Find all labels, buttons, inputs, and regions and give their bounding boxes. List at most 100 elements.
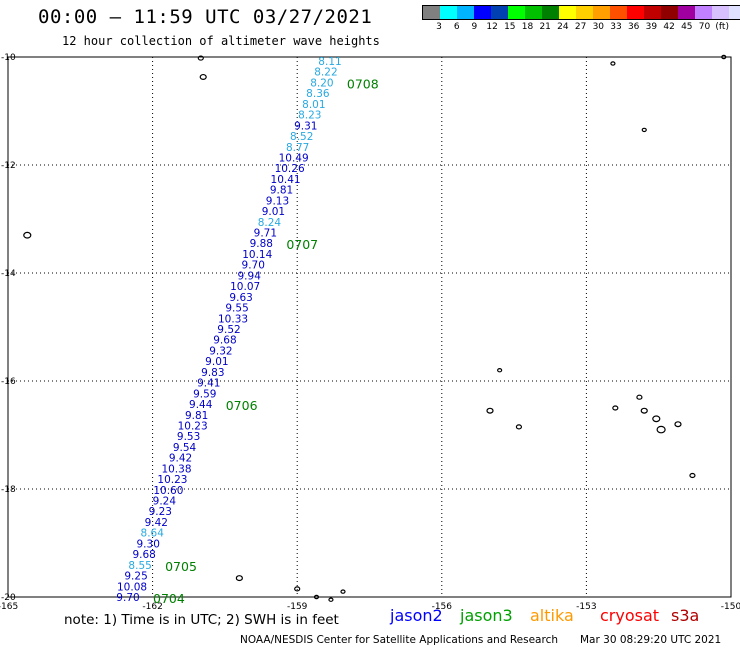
footnote: note: 1) Time is in UTC; 2) SWH is in fe… [64, 612, 339, 628]
track-point-label: 9.81 [185, 410, 208, 422]
legend-color-bar [422, 5, 740, 20]
track-point-label: 8.01 [302, 99, 325, 111]
satellite-s3a: s3a [671, 606, 700, 625]
track-point-label: 9.32 [209, 345, 232, 357]
legend-swatch [525, 6, 542, 19]
island-outline [674, 421, 682, 428]
x-tick-label: -150 [721, 602, 740, 612]
x-tick-label: -162 [142, 602, 162, 612]
track-point-label: 10.60 [153, 485, 183, 497]
track-point-label: 9.52 [217, 324, 240, 336]
island-outline [328, 597, 334, 602]
track-point-label: 10.23 [178, 420, 208, 432]
time-label: 0707 [286, 237, 318, 252]
track-point-label: 9.53 [177, 431, 200, 443]
track-point-label: 8.24 [258, 217, 282, 229]
x-tick-label: -165 [0, 602, 18, 612]
track-point-label: 10.33 [218, 313, 248, 325]
x-tick-label: -153 [576, 602, 596, 612]
island-outline [313, 594, 320, 600]
track-point-label: 9.23 [149, 506, 172, 518]
track-point-label: 9.83 [201, 367, 224, 379]
y-tick-label: -16 [1, 377, 16, 387]
track-point-label: 9.01 [205, 356, 228, 368]
y-tick-label: -20 [1, 593, 16, 603]
legend-tick-label: (ft) [715, 22, 729, 32]
legend-swatch [729, 6, 740, 19]
legend-tick-label: 21 [539, 22, 551, 32]
legend-swatch [491, 6, 508, 19]
legend-tick-label: 12 [486, 22, 498, 32]
legend-tick-label: 9 [471, 22, 478, 32]
time-label: 0706 [226, 398, 258, 413]
x-tick-label: -156 [432, 602, 453, 612]
y-tick-label: -12 [1, 161, 16, 171]
island-outline [656, 425, 666, 434]
island-outline [486, 407, 494, 414]
legend-ticks: 3 6 9 12 15 18 21 24 27 30 33 36 39 42 45 70 (ft) [422, 20, 740, 34]
legend-swatch [559, 6, 576, 19]
legend-tick-label: 36 [627, 22, 640, 32]
track-point-label: 10.07 [230, 281, 260, 293]
track-point-label: 8.20 [310, 77, 333, 89]
island-outline [294, 586, 301, 592]
legend-swatch [644, 6, 661, 19]
track-point-label: 10.41 [271, 174, 301, 186]
legend-tick-label: 24 [557, 22, 569, 32]
satellite-jason2: jason2 [390, 606, 443, 625]
legend-tick-label: 45 [681, 22, 693, 32]
x-tick-label: -159 [287, 602, 308, 612]
track-point-label: 10.49 [279, 152, 309, 164]
satellite-cryosat: cryosat [600, 606, 660, 625]
page-title: 00:00 – 11:59 UTC 03/27/2021 [38, 6, 373, 28]
legend-swatch [576, 6, 593, 19]
legend-swatch [457, 6, 474, 19]
legend-tick-label: 18 [521, 22, 534, 32]
track-point-label: 9.42 [145, 517, 168, 529]
legend-swatch [610, 6, 627, 19]
island-outline [721, 54, 727, 60]
island-outline [235, 575, 243, 582]
island-outline [641, 127, 647, 133]
legend-tick-label: 15 [504, 22, 516, 32]
y-tick-label: -14 [1, 269, 16, 279]
island-outline [340, 589, 346, 594]
y-tick-label: -10 [1, 53, 16, 63]
legend-tick-label: 42 [663, 22, 675, 32]
time-label: 0705 [165, 559, 197, 574]
track-point-label: 9.59 [193, 388, 216, 400]
legend-tick-label: 70 [698, 22, 711, 32]
track-point-label: 10.23 [157, 474, 187, 486]
wave-height-legend: 3 6 9 12 15 18 21 24 27 30 33 36 39 42 45 70 (ft) [422, 5, 740, 34]
track-point-label: 9.63 [229, 292, 252, 304]
island-outline [610, 61, 616, 66]
track-point-label: 9.42 [169, 453, 192, 465]
track-point-label: 9.01 [262, 206, 285, 218]
track-point-label: 9.41 [197, 378, 220, 390]
island-outline [199, 73, 207, 80]
satellite-altika: altika [530, 606, 574, 625]
track-point-label: 9.68 [213, 335, 236, 347]
track-point-label: 9.88 [250, 238, 273, 250]
track-point-label: 9.30 [137, 538, 160, 550]
island-outline [689, 472, 696, 479]
legend-swatch [678, 6, 695, 19]
track-point-label: 9.71 [254, 228, 277, 240]
track-point-label: 9.55 [225, 303, 248, 315]
track-point-label: 9.24 [153, 496, 177, 508]
track-point-label: 8.52 [290, 131, 313, 143]
legend-swatch [474, 6, 491, 19]
track-point-label: 8.23 [298, 110, 321, 122]
legend-swatch [440, 6, 457, 19]
island-outline [515, 424, 523, 430]
track-point-label: 9.13 [266, 195, 289, 207]
plot-frame [7, 56, 732, 598]
track-point-label: 9.81 [270, 185, 293, 197]
legend-tick-label: 39 [645, 22, 658, 32]
legend-tick-label: 30 [592, 22, 605, 32]
track-point-label: 8.64 [141, 528, 165, 540]
track-point-label: 8.22 [314, 67, 337, 79]
track-point-label: 10.14 [242, 249, 272, 261]
track-point-label: 8.11 [318, 56, 341, 68]
